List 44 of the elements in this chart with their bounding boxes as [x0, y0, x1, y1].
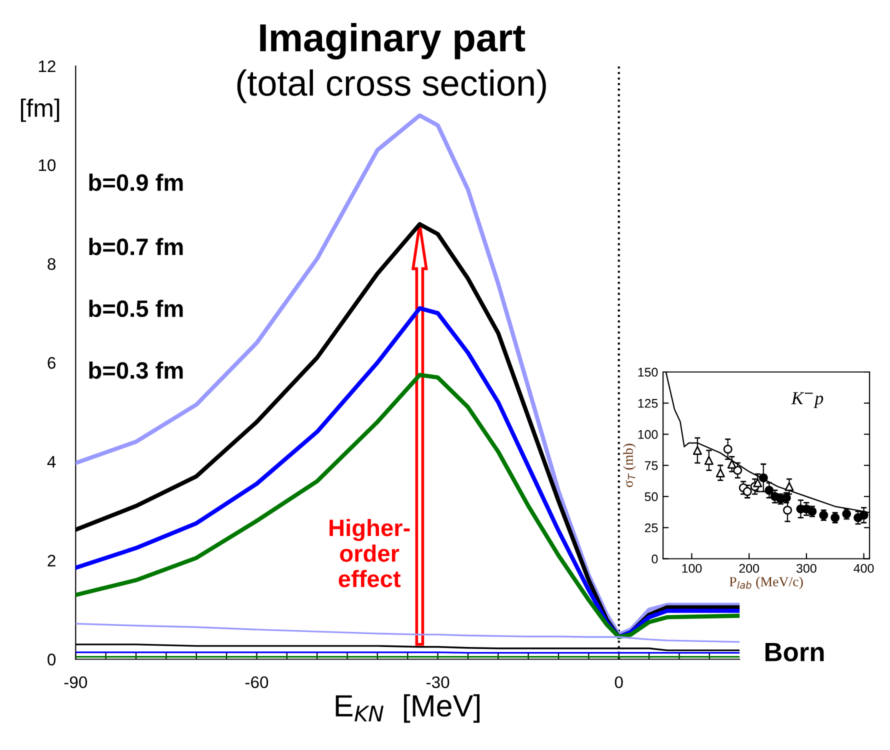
y-tick-label: 0 [652, 554, 658, 564]
point [692, 446, 702, 455]
point [783, 506, 792, 515]
point [764, 486, 774, 495]
y-tick-label: 6 [48, 357, 56, 369]
chart-subtitle: (total cross section) [237, 69, 546, 104]
y-axis-title: [fm] [21, 98, 60, 122]
y-tick-label: 50 [644, 492, 658, 502]
y-tick-label: 10 [38, 159, 56, 172]
x-tick-label: 100 [682, 564, 702, 573]
y-tick-label: 4 [47, 456, 56, 468]
point [704, 456, 714, 465]
x-tick-label: 300 [796, 564, 816, 573]
annotation: b=0.9 fm [89, 174, 183, 191]
x-axis-title: E$_{KN}$ [MeV] [336, 694, 480, 723]
y-tick-label: 0 [48, 654, 56, 666]
y-tick-label: 8 [48, 258, 56, 270]
chart-title: Imaginary part [260, 23, 526, 60]
x-tick-label: -90 [64, 676, 88, 688]
point [758, 473, 768, 482]
x-tick-label: 0 [614, 676, 623, 688]
y-tick-label: 150 [638, 368, 658, 377]
annotation: b=0.7 fm [89, 238, 183, 256]
point [733, 466, 742, 475]
y-tick-label: 75 [644, 461, 658, 470]
text: Born [766, 642, 824, 662]
annotation: b=0.3 fm [89, 362, 183, 379]
y-tick-label: 25 [644, 523, 658, 532]
x-tick-label: 200 [739, 564, 760, 573]
point [723, 444, 732, 454]
annotation: Higher- order effect [330, 518, 410, 588]
annotation: K$^{−}$p [791, 392, 824, 408]
y-tick-label: 2 [48, 554, 56, 566]
y-axis-title: σ$_{T}$ (mb) [623, 444, 636, 488]
x-tick-label: 400 [854, 564, 874, 573]
y-tick-label: 100 [638, 430, 658, 439]
point [716, 468, 725, 478]
x-tick-label: -60 [245, 676, 268, 688]
y-tick-label: 12 [38, 60, 56, 72]
annotation: b=0.5 fm [89, 300, 183, 318]
point [859, 510, 868, 520]
y-tick-label: 125 [638, 398, 658, 408]
x-tick-label: -30 [426, 676, 450, 688]
x-axis-title: P$_{lab}$ (MeV/c) [729, 576, 803, 590]
